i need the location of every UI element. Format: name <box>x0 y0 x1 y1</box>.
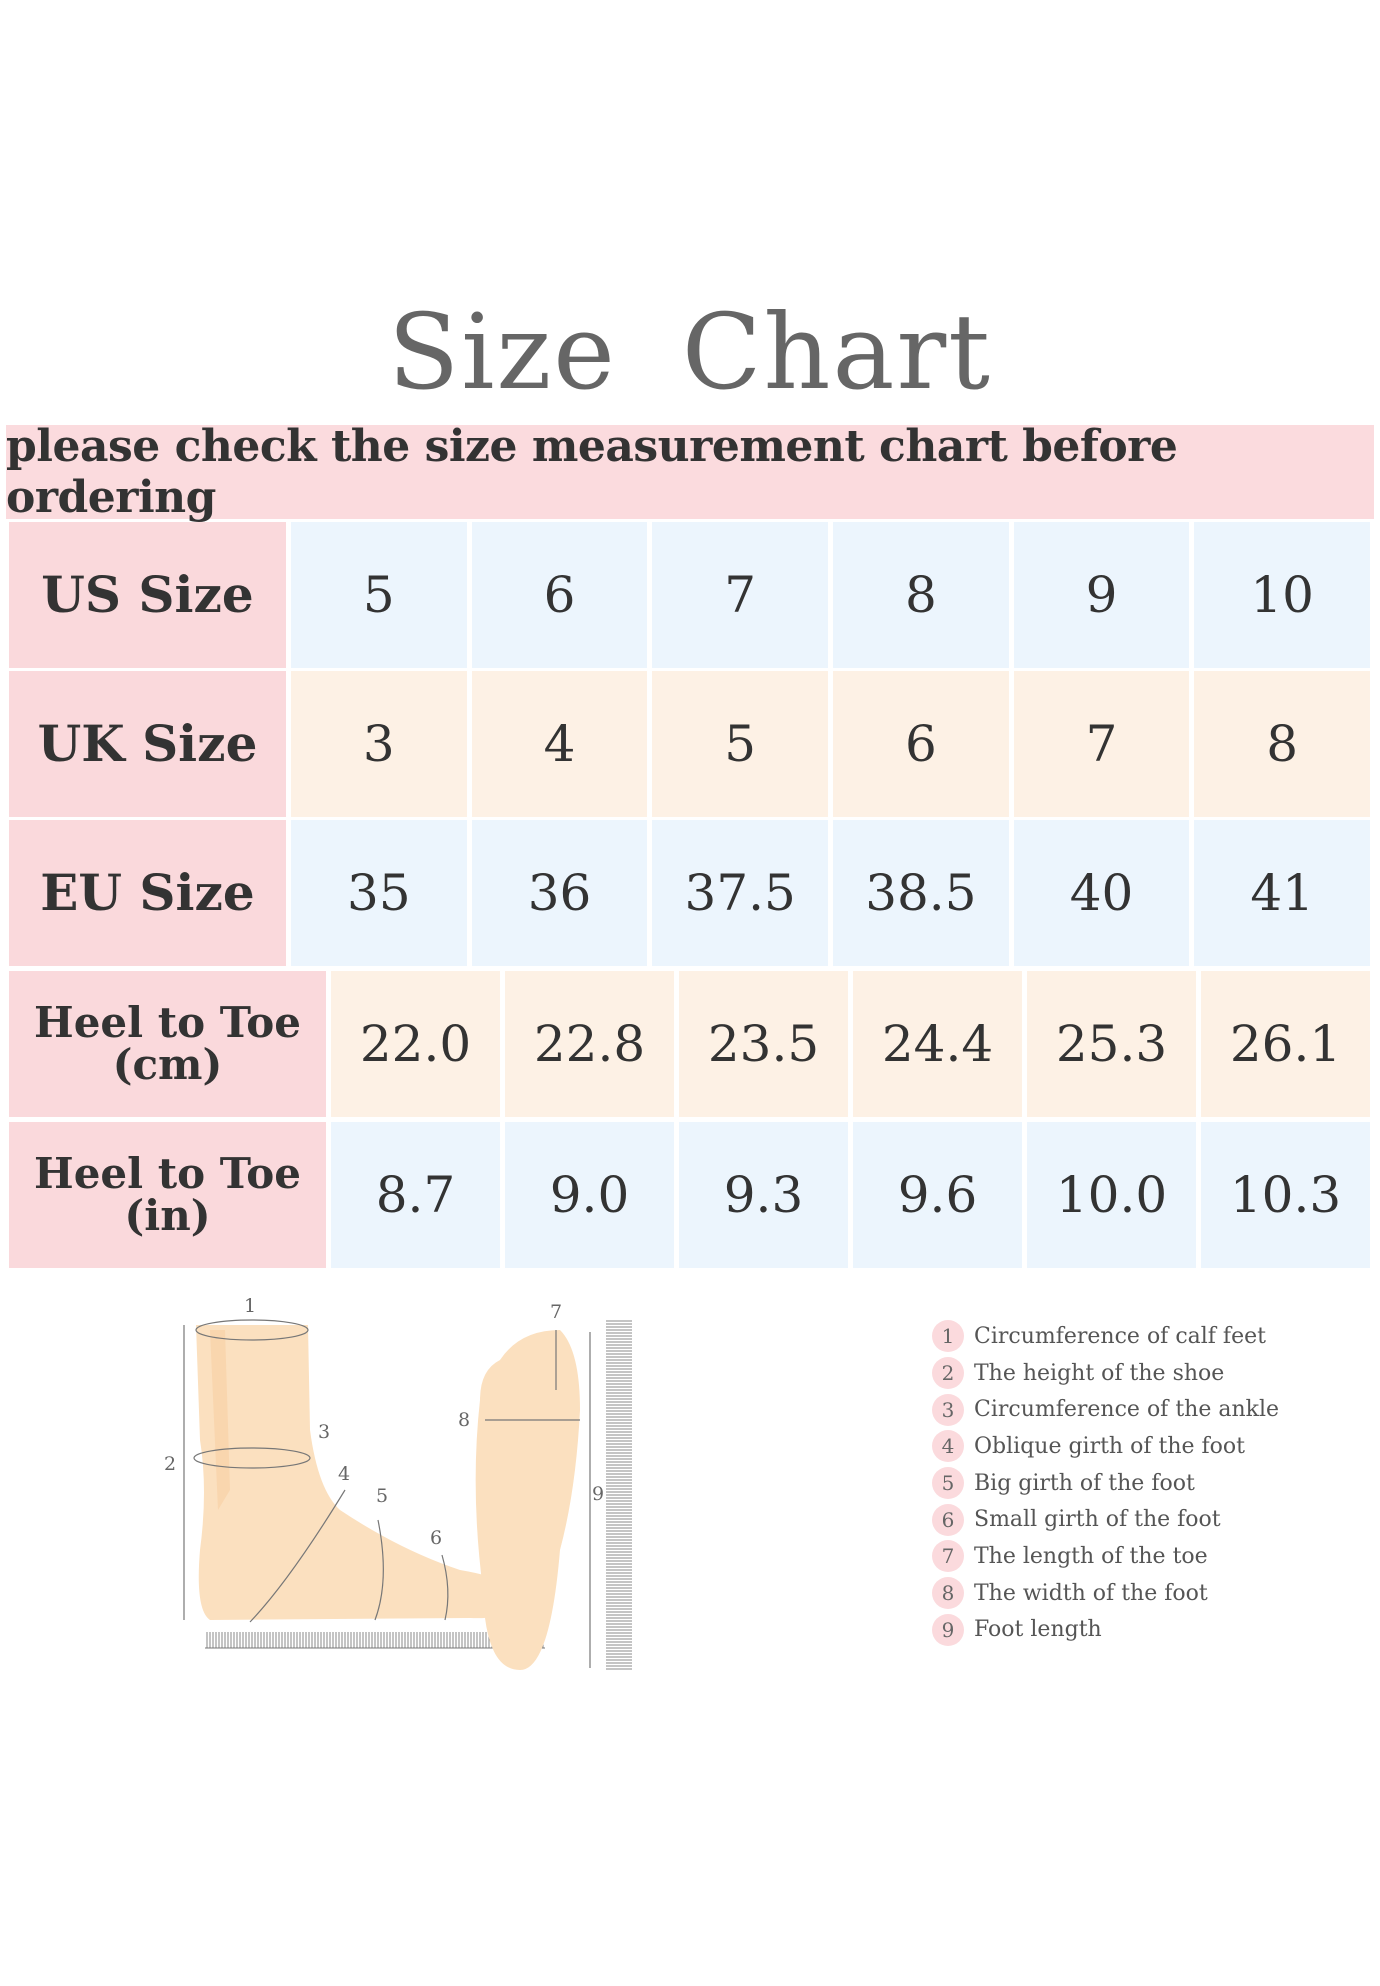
legend-text: Foot length <box>974 1617 1102 1643</box>
size-cell: 4 <box>471 671 648 817</box>
size-cell: 22.0 <box>331 971 500 1117</box>
table-row: Heel to Toe (in) 8.7 9.0 9.3 9.6 10.0 10.3 <box>9 1122 1370 1268</box>
marker-3: 3 <box>318 1421 330 1443</box>
marker-7: 7 <box>550 1301 562 1323</box>
side-foot-illustration <box>183 1319 545 1649</box>
size-cell: 9 <box>1013 522 1190 668</box>
size-cell: 6 <box>471 522 648 668</box>
legend-item: 9 Foot length <box>932 1612 1279 1649</box>
size-cell: 9.6 <box>853 1122 1022 1268</box>
row-label: US Size <box>9 522 286 668</box>
legend-item: 8 The width of the foot <box>932 1575 1279 1612</box>
measurement-legend: 1 Circumference of calf feet 2 The height o… <box>932 1318 1279 1648</box>
legend-number-badge: 3 <box>932 1393 964 1426</box>
table-row: Heel to Toe (cm) 22.0 22.8 23.5 24.4 25.3 26.1 <box>9 971 1370 1117</box>
marker-8: 8 <box>458 1409 470 1431</box>
instruction-banner: please check the size measurement chart … <box>6 421 1374 523</box>
legend-item: 5 Big girth of the foot <box>932 1465 1279 1502</box>
legend-item: 4 Oblique girth of the foot <box>932 1428 1279 1465</box>
legend-text: Circumference of calf feet <box>974 1323 1266 1349</box>
legend-text: The height of the shoe <box>974 1360 1225 1386</box>
size-cell: 35 <box>291 820 467 966</box>
size-cell: 38.5 <box>833 820 1009 966</box>
size-cell: 36 <box>471 820 648 966</box>
marker-6: 6 <box>430 1527 442 1549</box>
size-cell: 7 <box>652 522 829 668</box>
size-cell: 24.4 <box>853 971 1022 1117</box>
row-label: Heel to Toe (in) <box>9 1122 326 1268</box>
size-cell: 37.5 <box>652 820 829 966</box>
size-cell: 9.0 <box>505 1122 674 1268</box>
row-label: UK Size <box>9 671 286 817</box>
legend-number-badge: 9 <box>932 1613 964 1646</box>
legend-number-badge: 8 <box>932 1577 964 1610</box>
size-cell: 5 <box>291 522 467 668</box>
row-label: Heel to Toe (cm) <box>9 971 326 1117</box>
legend-text: Circumference of the ankle <box>974 1397 1280 1423</box>
table-row: EU Size 35 36 37.5 38.5 40 41 <box>9 820 1371 966</box>
legend-text: Oblique girth of the foot <box>974 1433 1245 1459</box>
size-cell: 23.5 <box>679 971 848 1117</box>
marker-9: 9 <box>592 1483 604 1505</box>
legend-text: The length of the toe <box>974 1543 1208 1569</box>
legend-number-badge: 4 <box>932 1430 964 1463</box>
legend-item: 7 The length of the toe <box>932 1538 1279 1575</box>
size-cell: 41 <box>1194 820 1371 966</box>
size-cell: 10.3 <box>1201 1122 1370 1268</box>
size-cell: 3 <box>291 671 467 817</box>
size-cell: 8 <box>833 522 1009 668</box>
legend-item: 2 The height of the shoe <box>932 1355 1279 1392</box>
legend-number-badge: 7 <box>932 1540 964 1573</box>
legend-item: 6 Small girth of the foot <box>932 1501 1279 1538</box>
size-cell: 25.3 <box>1027 971 1196 1117</box>
sole-footprint-illustration <box>475 1320 632 1670</box>
size-cell: 9.3 <box>679 1122 848 1268</box>
marker-5: 5 <box>376 1485 388 1507</box>
size-cell: 8.7 <box>331 1122 500 1268</box>
size-cell: 5 <box>652 671 829 817</box>
legend-number-badge: 6 <box>932 1503 964 1536</box>
legend-text: The width of the foot <box>974 1580 1208 1606</box>
size-cell: 22.8 <box>505 971 674 1117</box>
size-cell: 40 <box>1013 820 1190 966</box>
foot-diagram: 1 2 3 4 5 6 7 8 9 <box>164 1295 632 1670</box>
size-cell: 10 <box>1194 522 1371 668</box>
page-title: Size Chart <box>388 291 992 413</box>
marker-4: 4 <box>338 1463 350 1485</box>
legend-number-badge: 5 <box>932 1467 964 1500</box>
legend-item: 3 Circumference of the ankle <box>932 1391 1279 1428</box>
marker-2: 2 <box>164 1453 176 1475</box>
size-cell: 8 <box>1194 671 1371 817</box>
row-label: EU Size <box>9 820 286 966</box>
legend-number-badge: 1 <box>932 1320 964 1353</box>
size-cell: 26.1 <box>1201 971 1370 1117</box>
legend-item: 1 Circumference of calf feet <box>932 1318 1279 1355</box>
table-row: US Size 5 6 7 8 9 10 <box>9 522 1371 668</box>
marker-1: 1 <box>244 1295 256 1317</box>
legend-number-badge: 2 <box>932 1357 964 1390</box>
size-cell: 10.0 <box>1027 1122 1196 1268</box>
size-cell: 7 <box>1013 671 1190 817</box>
legend-text: Small girth of the foot <box>974 1507 1221 1533</box>
table-row: UK Size 3 4 5 6 7 8 <box>9 671 1371 817</box>
legend-text: Big girth of the foot <box>974 1470 1195 1496</box>
size-cell: 6 <box>833 671 1009 817</box>
